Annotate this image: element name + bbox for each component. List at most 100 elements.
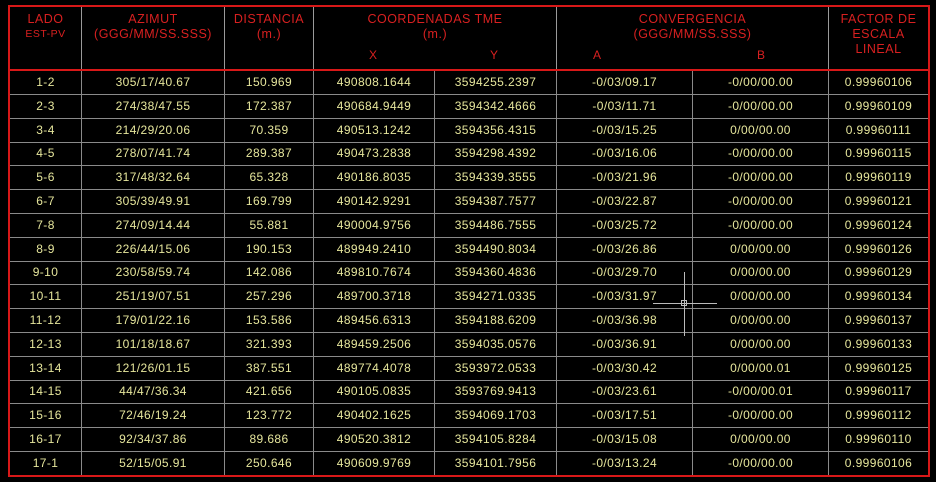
cell-convergencia-b: -0/00/00.00 [693, 213, 829, 237]
cell-coord-x: 490402.1625 [314, 404, 435, 428]
table-row: 6-7 305/39/49.91 169.799 490142.9291 3594387… [10, 190, 928, 214]
cell-convergencia-a: -0/03/11.71 [557, 94, 693, 118]
crosshair-cursor-horizontal [653, 303, 717, 304]
cell-convergencia-b: -0/00/00.00 [693, 142, 829, 166]
header-distancia-unit: (m.) [256, 27, 282, 41]
cell-factor-escala: 0.99960110 [845, 432, 912, 446]
cell-convergencia-b: -0/00/00.00 [693, 190, 829, 213]
cell-convergencia-b: -0/00/00.00 [693, 451, 829, 475]
cell-azimut: 92/34/37.86 [82, 428, 225, 451]
cell-convergencia-a: -0/03/25.72 [557, 213, 693, 237]
table-row: 17-1 52/15/05.91 250.646 490609.9769 3594101… [10, 451, 928, 476]
cell-convergencia-b: 0/00/00.00 [693, 118, 829, 142]
cell-coord-x: 489700.3718 [314, 285, 435, 309]
cell-coord-x: 490520.3812 [314, 428, 435, 451]
cell-factor-escala: 0.99960125 [844, 360, 913, 375]
header-factor-line1: FACTOR DE [840, 12, 917, 26]
cell-coord-y: 3594387.7577 [435, 190, 557, 213]
cell-coord-y: 3594188.6209 [435, 309, 557, 332]
table-row: 10-11 251/19/07.51 257.296 489700.3718 35942… [10, 285, 928, 310]
cell-coord-x: 489774.4078 [314, 356, 435, 380]
cell-convergencia-b: 0/00/00.00 [693, 309, 829, 332]
header-coordenadas-label: COORDENADAS TME [367, 12, 503, 26]
header-lado-label: LADO [27, 12, 64, 26]
cell-convergencia-b: -0/00/00.00 [693, 166, 829, 190]
cell-azimut: 251/19/07.51 [82, 285, 225, 309]
header-a: A [593, 48, 602, 62]
cell-convergencia-b: -0/00/00.01 [693, 380, 829, 404]
header-distancia-label: DISTANCIA [233, 12, 305, 26]
cell-coord-y: 3594486.7555 [435, 213, 557, 237]
cell-coord-x: 490004.9756 [314, 213, 435, 237]
table-row: 7-8 274/09/14.44 55.881 490004.9756 3594486.… [10, 213, 928, 238]
cell-lado: 4-5 [10, 142, 82, 166]
cell-coord-y: 3594101.7956 [435, 451, 557, 475]
cell-azimut: 121/26/01.15 [82, 356, 225, 380]
header-azimut-label: AZIMUT [128, 12, 178, 26]
cell-azimut: 226/44/15.06 [82, 237, 225, 261]
cell-lado: 12-13 [10, 332, 82, 356]
cell-factor-escala: 0.99960119 [845, 170, 912, 185]
cell-lado: 7-8 [10, 213, 82, 237]
cell-convergencia-a: -0/03/29.70 [557, 261, 693, 285]
cell-azimut: 72/46/19.24 [82, 404, 225, 428]
cell-convergencia-b: 0/00/00.01 [693, 356, 829, 380]
table-row: 8-9 226/44/15.06 190.153 489949.2410 3594490… [10, 237, 928, 262]
cell-distancia: 257.296 [225, 285, 314, 309]
cell-lado: 3-4 [10, 118, 82, 142]
table-row: 9-10 230/58/59.74 142.086 489810.7674 359436… [10, 261, 928, 286]
cell-factor-escala: 0.99960134 [844, 289, 913, 304]
cell-azimut: 214/29/20.06 [82, 118, 225, 142]
cell-azimut: 274/09/14.44 [82, 213, 225, 237]
cell-azimut: 317/48/32.64 [82, 166, 225, 190]
cell-coord-x: 489949.2410 [314, 237, 435, 261]
cell-convergencia-a: -0/03/15.08 [557, 428, 693, 451]
cell-lado: 15-16 [10, 404, 82, 428]
cell-distancia: 70.359 [225, 118, 314, 142]
cell-factor-escala: 0.99960129 [844, 265, 913, 280]
crosshair-pickbox [681, 300, 687, 306]
header-azimut-unit: (GGG/MM/SS.SSS) [94, 27, 212, 41]
cell-coord-x: 490609.9769 [314, 451, 435, 475]
header-lado: LADO EST-PV [10, 7, 82, 69]
cell-coord-y: 3594105.8284 [435, 428, 557, 451]
cell-azimut: 305/39/49.91 [82, 190, 225, 213]
cell-coord-x: 490684.9449 [314, 94, 435, 118]
table-row: 4-5 278/07/41.74 289.387 490473.2838 3594298… [10, 142, 928, 167]
cell-coord-x: 490186.8035 [314, 166, 435, 190]
cell-convergencia-a: -0/03/36.91 [557, 332, 693, 356]
cell-convergencia-a: -0/03/09.17 [557, 71, 693, 94]
cell-convergencia-a: -0/03/31.97 [557, 285, 693, 309]
cell-lado: 5-6 [10, 166, 82, 190]
table-row: 14-15 44/47/36.34 421.656 490105.0835 359376… [10, 380, 928, 405]
header-b: B [757, 48, 766, 62]
cell-factor-escala: 0.99960117 [845, 384, 912, 399]
cell-lado: 11-12 [10, 309, 82, 332]
table-header: LADO EST-PV AZIMUT (GGG/MM/SS.SSS) DISTA… [10, 7, 928, 71]
cell-convergencia-a: -0/03/16.06 [557, 142, 693, 166]
header-coordenadas-unit: (m.) [422, 27, 448, 41]
cell-azimut: 179/01/22.16 [82, 309, 225, 332]
header-distancia: DISTANCIA (m.) [225, 7, 314, 69]
header-y: Y [490, 48, 499, 62]
cell-distancia: 321.393 [225, 332, 314, 356]
cell-lado: 10-11 [10, 285, 82, 309]
cell-convergencia-b: 0/00/00.00 [693, 237, 829, 261]
cell-convergencia-a: -0/03/36.98 [557, 309, 693, 332]
cell-convergencia-a: -0/03/30.42 [557, 356, 693, 380]
cell-lado: 13-14 [10, 356, 82, 380]
cell-factor-escala: 0.99960137 [844, 313, 913, 327]
cell-azimut: 52/15/05.91 [82, 451, 225, 475]
crosshair-cursor-vertical [684, 272, 685, 336]
cell-distancia: 55.881 [225, 213, 314, 237]
cell-convergencia-b: 0/00/00.00 [693, 428, 829, 451]
table-row: 12-13 101/18/18.67 321.393 489459.2506 35940… [10, 332, 928, 357]
table-row: 11-12 179/01/22.16 153.586 489456.6313 35941… [10, 309, 928, 333]
cell-coord-y: 3594360.4836 [435, 261, 557, 285]
cell-coord-x: 490142.9291 [314, 190, 435, 213]
cell-convergencia-b: 0/00/00.00 [693, 261, 829, 285]
cell-convergencia-b: -0/00/00.00 [693, 404, 829, 428]
cell-factor-escala: 0.99960126 [844, 241, 913, 256]
cell-coord-x: 490105.0835 [314, 380, 435, 404]
cell-convergencia-b: 0/00/00.00 [693, 285, 829, 309]
